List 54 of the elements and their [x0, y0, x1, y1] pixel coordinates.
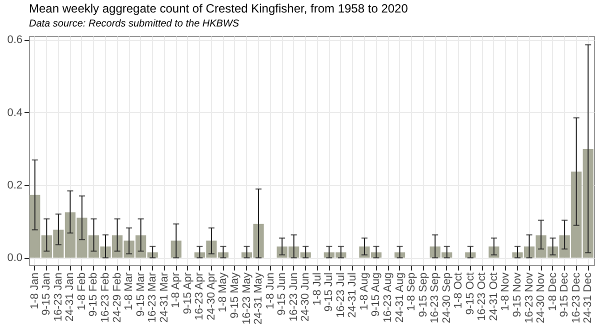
x-tick-label: 1-8 Nov [500, 272, 512, 312]
x-tick-label: 24-31 Dec [582, 272, 594, 324]
x-tick-label: 1-8 Jun [264, 272, 276, 310]
x-tick-label: 24-31 Jul [346, 272, 359, 318]
x-tick-label: 9-15 Dec [558, 272, 571, 318]
x-tick-label: 1-8 Jul [311, 272, 324, 306]
x-tick-label: 1-8 Oct [452, 272, 465, 309]
y-tick-label: 0.6 [7, 34, 22, 46]
x-tick-label: 1-8 Apr [170, 272, 182, 308]
x-tick-label: 9-15 Feb [88, 272, 100, 317]
x-tick-label: 24-31 May [252, 272, 265, 324]
x-tick-label: 24-31 Aug [394, 272, 406, 323]
y-tick-label: 0.4 [7, 106, 22, 119]
x-tick-label: 1-8 Mar [123, 272, 136, 310]
x-tick-label: 9-15 Nov [511, 272, 524, 318]
y-tick-label: 0.0 [7, 252, 22, 264]
x-tick-label: 1-8 Sep [406, 272, 418, 312]
x-tick-label: 1-8 Jan [28, 272, 41, 310]
x-tick-label: 16-23 Oct [476, 272, 488, 321]
x-tick-label: 16-23 Nov [523, 272, 536, 324]
x-tick-label: 9-15 May [228, 272, 241, 318]
x-tick-label: 16-23 May [240, 272, 253, 324]
x-tick-label: 9-15 Oct [464, 272, 476, 315]
x-tick-label: 24-31 Jan [64, 272, 76, 322]
x-tick-label: 9-15 Mar [134, 272, 147, 317]
x-tick-label: 24-30 Sep [440, 272, 453, 324]
x-tick-label: 16-23 Jan [52, 272, 64, 322]
x-tick-label: 9-15 Jul [323, 272, 336, 312]
chart-title: Mean weekly aggregate count of Crested Kingfisher, from 1958 to 2020 [29, 2, 408, 16]
x-tick-label: 9-15 Jan [40, 272, 53, 316]
x-tick-label: 24-30 Nov [535, 272, 548, 324]
x-tick-label: 1-8 Feb [76, 272, 88, 310]
x-tick-label: 9-15 Aug [370, 272, 382, 317]
x-tick-label: 24-30 Apr [205, 272, 218, 320]
x-tick-label: 16-23 Dec [570, 272, 582, 324]
x-tick-label: 9-15 Sep [417, 272, 430, 318]
x-tick-label: 1-8 Aug [358, 272, 370, 310]
x-tick-label: 16-23 Feb [100, 272, 112, 323]
x-tick-label: 9-15 Apr [182, 272, 194, 314]
x-tick-label: 16-23 Sep [429, 272, 442, 324]
x-tick-label: 1-8 Dec [546, 272, 559, 312]
x-tick-label: 16-23 Aug [382, 272, 394, 323]
x-tick-label: 24-31 Mar [158, 272, 170, 323]
x-tick-label: 16-23 Jun [288, 272, 300, 322]
x-tick-label: 24-31 Oct [488, 272, 500, 321]
x-tick-label: 16-23 Jul [334, 272, 347, 318]
x-tick-label: 16-23 Mar [146, 272, 159, 323]
x-tick-label: 9-15 Jun [276, 272, 288, 316]
x-tick-label: 1-8 May [217, 272, 230, 312]
y-tick-label: 0.2 [7, 180, 22, 192]
x-tick-label: 24-29 Feb [111, 272, 124, 323]
x-tick-label: 24-30 Jun [300, 272, 312, 322]
x-tick-label: 16-23 Apr [194, 272, 206, 320]
chart-subtitle: Data source: Records submitted to the HKBWS [29, 18, 240, 30]
